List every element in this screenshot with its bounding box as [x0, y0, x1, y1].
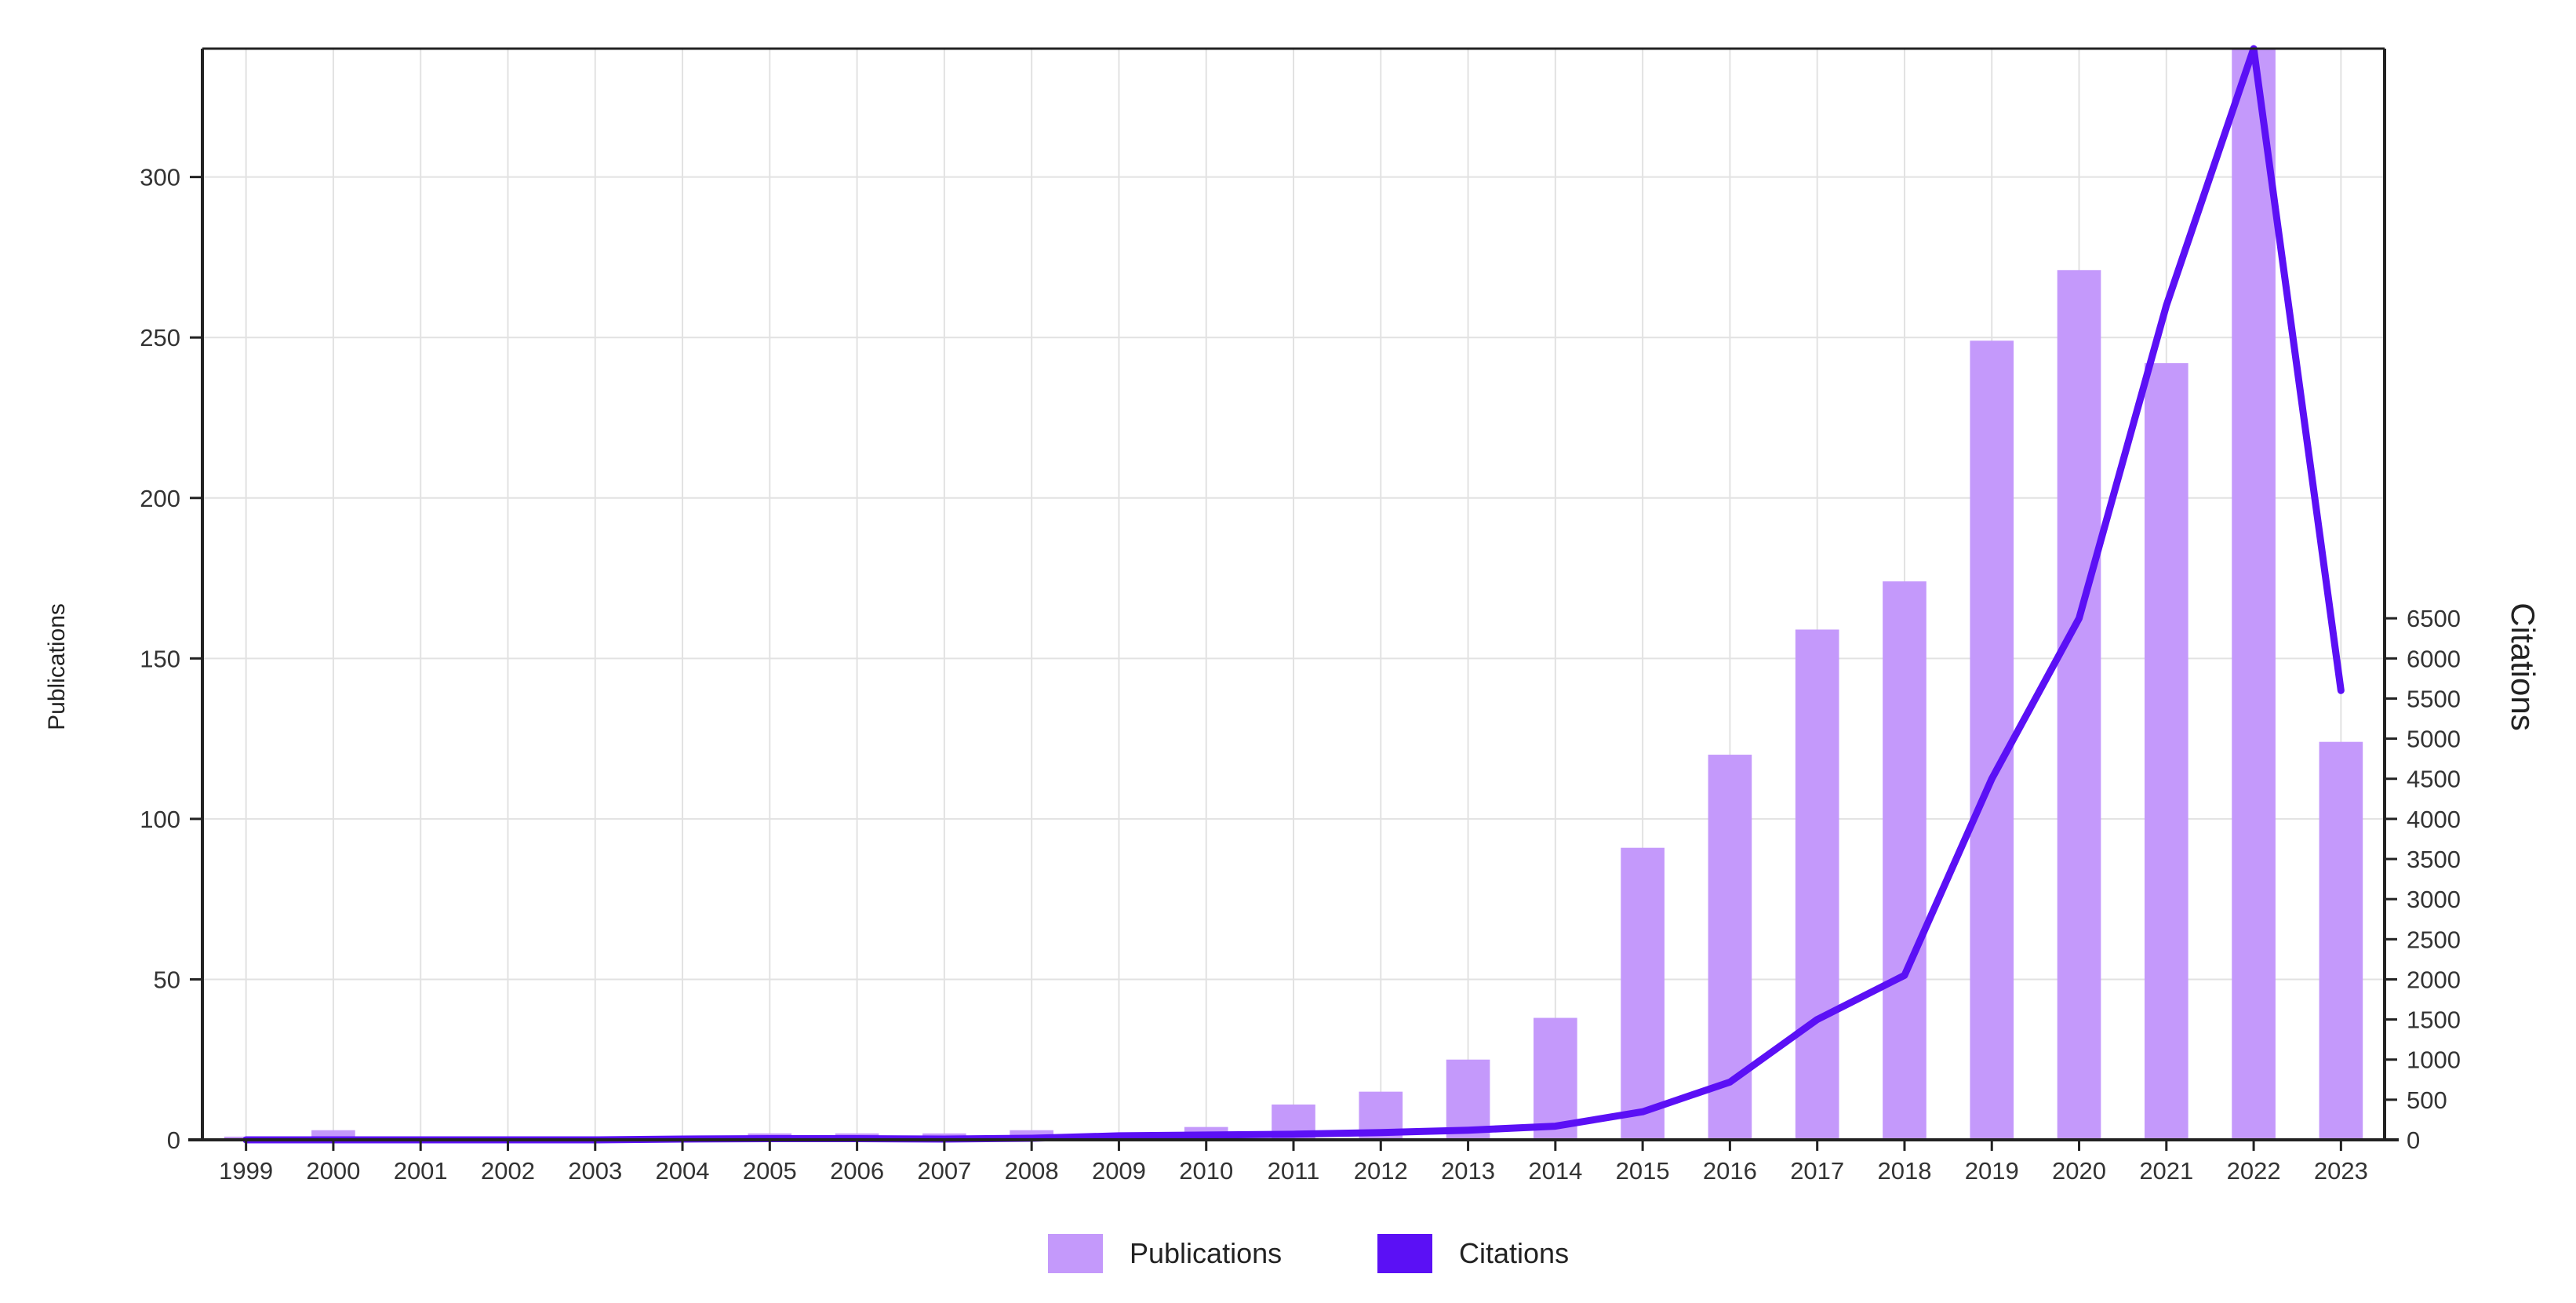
right-y-tick-label: 3500: [2407, 846, 2461, 873]
x-tick-label: 2003: [568, 1157, 622, 1185]
legend: Publications Citations: [1048, 1234, 1569, 1273]
x-tick-label: 2012: [1354, 1157, 1408, 1185]
x-tick-label: 2007: [917, 1157, 971, 1185]
publications-bar: [2057, 270, 2101, 1141]
x-tick-label: 2006: [830, 1157, 884, 1185]
x-tick-label: 2020: [2052, 1157, 2106, 1185]
right-y-tick-label: 1000: [2407, 1046, 2461, 1074]
right-y-tick-label: 0: [2407, 1126, 2420, 1154]
x-tick-label: 2004: [656, 1157, 710, 1185]
right-y-tick-label: 4000: [2407, 806, 2461, 833]
left-y-tick-label: 150: [140, 645, 180, 672]
x-tick-label: 2018: [1877, 1157, 1931, 1185]
left-y-tick-label: 300: [140, 164, 180, 191]
x-tick-label: 2019: [1965, 1157, 2019, 1185]
right-y-tick-labels: 0 500 1000 1500 2000 2500 3000 3500 4000 4500 5000…: [2407, 605, 2461, 1154]
right-y-tick-label: 3000: [2407, 886, 2461, 913]
x-tick-label: 2000: [306, 1157, 360, 1185]
publications-bar: [1795, 629, 1839, 1140]
right-y-tick-label: 4500: [2407, 766, 2461, 793]
x-tick-label: 2011: [1268, 1157, 1320, 1185]
publications-bar: [1534, 1017, 1577, 1140]
x-tick-label: 2005: [743, 1157, 797, 1185]
publications-bar: [1883, 581, 1927, 1140]
right-axis-title: Citations: [2505, 602, 2541, 730]
axes: [188, 47, 2399, 1151]
left-y-tick-labels: 0 50 100 150 200 250 300: [140, 164, 180, 1154]
legend-citations-swatch: [1377, 1234, 1432, 1273]
right-y-tick-label: 1500: [2407, 1006, 2461, 1034]
right-y-tick-label: 500: [2407, 1086, 2447, 1114]
x-tick-label: 2009: [1092, 1157, 1146, 1185]
x-tick-label: 2021: [2139, 1157, 2193, 1185]
x-tick-label: 2008: [1005, 1157, 1059, 1185]
x-tick-label: 2014: [1528, 1157, 1582, 1185]
x-tick-label: 2023: [2314, 1157, 2368, 1185]
x-tick-label: 2022: [2227, 1157, 2281, 1185]
legend-citations-label: Citations: [1459, 1237, 1569, 1269]
x-tick-label: 1999: [219, 1157, 273, 1185]
x-tick-label: 2017: [1790, 1157, 1844, 1185]
x-tick-labels: 1999 2000 2001 2002 2003 2004 2005 2006 2007 2008…: [219, 1157, 2368, 1185]
right-y-tick-label: 5000: [2407, 726, 2461, 753]
x-tick-label: 2016: [1703, 1157, 1757, 1185]
left-axis-title: Publications: [44, 603, 70, 730]
right-y-tick-label: 6500: [2407, 605, 2461, 632]
right-y-tick-label: 2000: [2407, 966, 2461, 993]
publications-bar: [2144, 362, 2189, 1140]
x-tick-label: 2010: [1179, 1157, 1233, 1185]
x-tick-label: 2001: [394, 1157, 448, 1185]
legend-publications-swatch: [1048, 1234, 1103, 1273]
right-y-tick-label: 6000: [2407, 645, 2461, 672]
legend-publications-label: Publications: [1130, 1237, 1282, 1269]
publications-bar: [1970, 340, 2014, 1140]
left-y-tick-label: 0: [167, 1126, 180, 1154]
x-tick-label: 2013: [1441, 1157, 1495, 1185]
publications-bar: [2319, 741, 2363, 1140]
publications-bar: [1621, 847, 1665, 1140]
publications-bar: [2232, 49, 2276, 1140]
publications-bars: [224, 49, 2363, 1141]
left-y-tick-label: 50: [154, 966, 180, 993]
left-y-tick-label: 100: [140, 806, 180, 833]
right-y-tick-label: 2500: [2407, 926, 2461, 953]
right-y-tick-label: 5500: [2407, 685, 2461, 712]
x-tick-label: 2002: [481, 1157, 535, 1185]
left-y-tick-label: 250: [140, 324, 180, 351]
left-y-tick-label: 200: [140, 485, 180, 512]
x-tick-label: 2015: [1616, 1157, 1670, 1185]
